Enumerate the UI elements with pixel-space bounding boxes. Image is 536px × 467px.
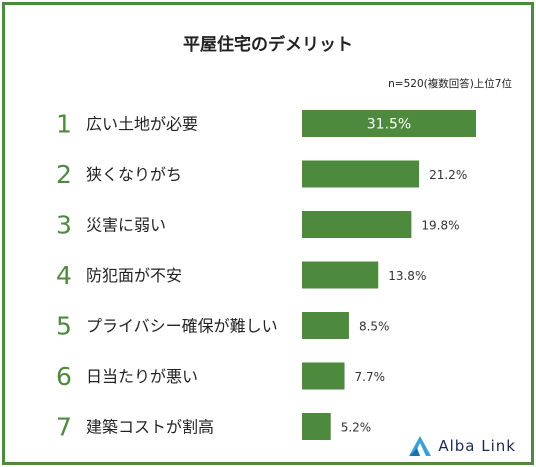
value-label: 19.8% xyxy=(421,219,459,233)
value-label: 7.7% xyxy=(355,370,386,384)
bar xyxy=(302,312,349,339)
brand-name: Alba Link xyxy=(438,437,516,455)
category-label: 日当たりが悪い xyxy=(86,367,198,386)
bar xyxy=(302,362,345,390)
value-label: 8.5% xyxy=(359,320,390,334)
category-label: 狭くなりがち xyxy=(86,165,182,184)
rank-number: 2 xyxy=(56,160,72,189)
value-label: 31.5% xyxy=(367,117,411,133)
category-label: 災害に弱い xyxy=(86,216,166,235)
rank-number: 7 xyxy=(56,413,72,442)
value-label: 5.2% xyxy=(341,421,372,435)
bar xyxy=(302,413,331,440)
rank-number: 1 xyxy=(56,110,72,139)
bar xyxy=(302,110,476,137)
category-label: 建築コストが割高 xyxy=(86,418,214,437)
bar xyxy=(302,211,412,238)
brand-logo: Alba Link xyxy=(408,433,516,459)
sample-note: n=520(複数回答)上位7位 xyxy=(388,78,512,90)
bar xyxy=(302,160,420,188)
rank-number: 6 xyxy=(56,362,72,391)
value-label: 21.2% xyxy=(429,168,467,182)
rank-number: 3 xyxy=(56,211,72,240)
category-label: プライバシー確保が難しい xyxy=(86,317,278,336)
category-label: 広い土地が必要 xyxy=(86,115,198,134)
chart-title: 平屋住宅のデメリット xyxy=(183,35,353,55)
rank-number: 4 xyxy=(56,261,72,290)
category-label: 防犯面が不安 xyxy=(86,266,182,285)
bar xyxy=(302,261,379,289)
rank-number: 5 xyxy=(56,312,72,341)
value-label: 13.8% xyxy=(388,269,426,283)
alba-link-logo-icon xyxy=(409,436,432,456)
